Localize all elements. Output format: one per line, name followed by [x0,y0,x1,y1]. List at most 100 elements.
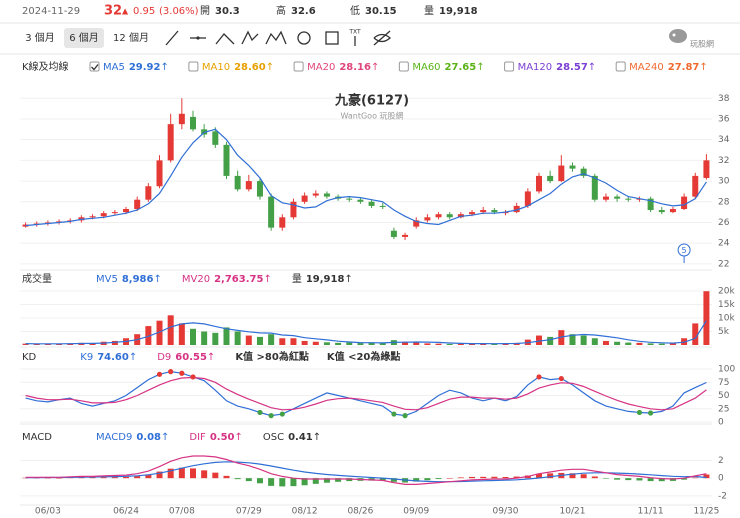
range-label[interactable]: 12 個月 [113,31,149,44]
legend-arrow: ↑ [699,62,707,73]
volume-bar [201,331,208,345]
range-label[interactable]: 6 個月 [69,31,99,44]
x-tick-label: 09/09 [403,507,429,517]
checkbox[interactable] [89,61,100,72]
y-tick-label: 24 [718,239,730,249]
osc-bar [167,468,174,479]
checkbox[interactable] [188,61,199,72]
candle-body [703,160,710,178]
volume-bar [591,338,598,345]
wave-tool[interactable] [265,30,287,45]
volume-bar [703,291,710,345]
volume-bar [569,334,576,345]
volume-bar [156,320,163,345]
high-value: 32.6 [291,6,316,17]
range-button[interactable] [20,28,60,48]
volume-label: 量 [424,5,434,17]
range-label[interactable]: 3 個月 [25,31,55,44]
candle-body [524,191,531,206]
candle-body [357,199,364,202]
y-tick-label: 30 [718,177,730,187]
candle-body [145,186,152,200]
checkbox[interactable] [504,61,515,72]
osc-bar [703,474,710,479]
candle-body [301,195,308,202]
rect-tool[interactable] [325,31,339,45]
candle-body [111,212,118,214]
candle-body [178,113,185,125]
kd-dot [391,411,397,417]
osc-bar [491,476,498,479]
x-tick-label: 08/12 [292,507,318,517]
checkbox[interactable] [615,61,626,72]
osc-bar [636,478,643,481]
kd-dot [402,413,408,419]
chart-title: 九豪(6127) [334,93,409,109]
candle-body [346,198,353,200]
checkbox[interactable] [398,61,409,72]
checkmark [91,64,99,71]
range-button[interactable] [64,28,104,48]
osc-bar [234,478,241,480]
pattern-tool[interactable] [241,30,259,45]
osc-bar [692,477,699,479]
checkbox[interactable] [293,61,304,72]
volume-bar [268,334,275,345]
legend-value: 8,986 [122,274,154,285]
kd-dot [190,374,196,380]
y-tick-label: 25 [718,404,729,414]
low-label: 低 [350,4,360,17]
legend-name: MA60 [412,62,440,73]
osc-bar [212,472,219,479]
volume-bar [658,343,665,345]
osc-bar [435,478,442,480]
candle-body [625,198,632,200]
candle-body [491,210,498,213]
legend-value: 28.57 [556,62,588,73]
volume-bar [457,343,464,345]
angle-tool[interactable] [215,33,235,45]
candle-body [390,230,397,237]
y-tick-label: -2 [718,491,727,501]
volume-bar [301,340,308,345]
osc-bar [22,477,29,479]
osc-bar [580,474,587,479]
text-tool-label[interactable]: TXT [348,29,361,36]
kd-dot [257,409,263,416]
kd-dot [156,371,163,377]
event-badge-label: 5 [682,246,687,255]
rule-value: 20 [356,352,370,363]
line [25,370,707,417]
volume-bar [89,343,96,345]
osc-bar [513,476,520,479]
legend-arrow: ↑ [266,62,274,73]
legend-name: K9 [80,352,93,363]
y-tick-label: 5k [718,327,730,337]
volume-bar [669,343,676,345]
osc-bar [446,478,453,479]
osc-bar [156,471,163,479]
event-badge[interactable] [677,243,691,257]
legend-value: 0.08 [136,432,161,443]
legend-name: OSC [263,432,284,443]
volume-bar [346,342,353,345]
osc-bar [591,476,598,479]
candle-body [658,210,665,213]
legend-arrow: ↑ [235,432,243,443]
hide-tool[interactable] [373,30,391,46]
legend-arrow: ↑ [129,352,137,363]
osc-bar [625,478,632,481]
volume-bar [44,343,51,345]
volume-bar [424,343,431,345]
x-tick-label: 11/11 [638,507,664,517]
range-button[interactable] [108,28,154,48]
kd-dot [536,374,542,380]
legend-name: MV5 [96,274,118,285]
circle-tool[interactable] [297,31,311,45]
trend-line-tool[interactable] [165,30,179,46]
legend-value: 27.87 [668,62,700,73]
line [25,128,707,227]
candle-body [89,216,96,218]
osc-bar [547,473,554,479]
y-tick-label: 32 [718,156,729,166]
